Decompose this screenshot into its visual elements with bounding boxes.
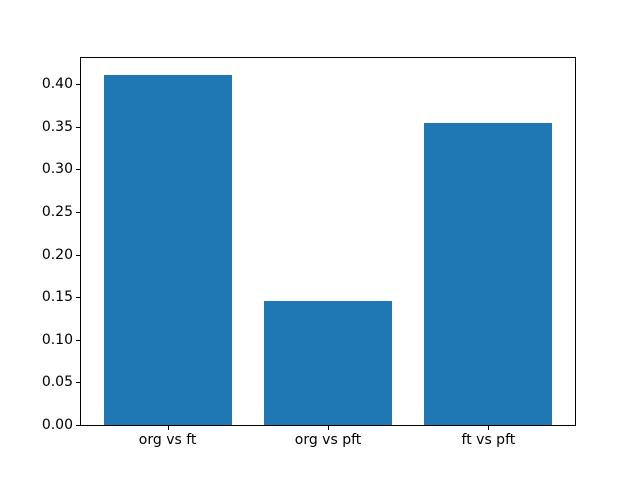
y-tick-mark <box>76 297 80 299</box>
x-tick-label: org vs pft <box>294 432 362 448</box>
x-tick-mark <box>328 426 329 430</box>
x-tick-mark <box>488 426 490 430</box>
y-tick-label: 0.35 <box>41 118 73 135</box>
y-tick-label: 0.10 <box>41 331 73 348</box>
y-tick-label: 0.15 <box>41 289 73 306</box>
y-tick-mark <box>76 169 80 171</box>
y-tick-label: 0.40 <box>41 75 73 92</box>
y-tick-mark <box>76 339 80 341</box>
bar-org-vs-pft <box>263 300 393 425</box>
y-tick-label: 0.00 <box>41 417 73 433</box>
y-tick-mark <box>76 382 80 384</box>
y-tick-mark <box>76 425 80 426</box>
x-tick-label: org vs ft <box>138 432 197 448</box>
y-tick-mark <box>76 83 80 85</box>
y-tick-label: 0.30 <box>41 161 73 178</box>
bar-ft-vs-pft <box>424 123 553 425</box>
y-tick-label: 0.25 <box>41 203 73 220</box>
y-tick-mark <box>76 211 80 213</box>
y-tick-mark <box>76 254 80 256</box>
plot-area <box>80 57 576 426</box>
y-tick-label: 0.05 <box>41 374 73 391</box>
bar-org-vs-ft <box>103 74 232 425</box>
x-tick-label: ft vs pft <box>461 432 516 448</box>
x-tick-mark <box>167 426 169 430</box>
y-tick-mark <box>76 126 80 128</box>
y-tick-label: 0.20 <box>41 246 73 263</box>
